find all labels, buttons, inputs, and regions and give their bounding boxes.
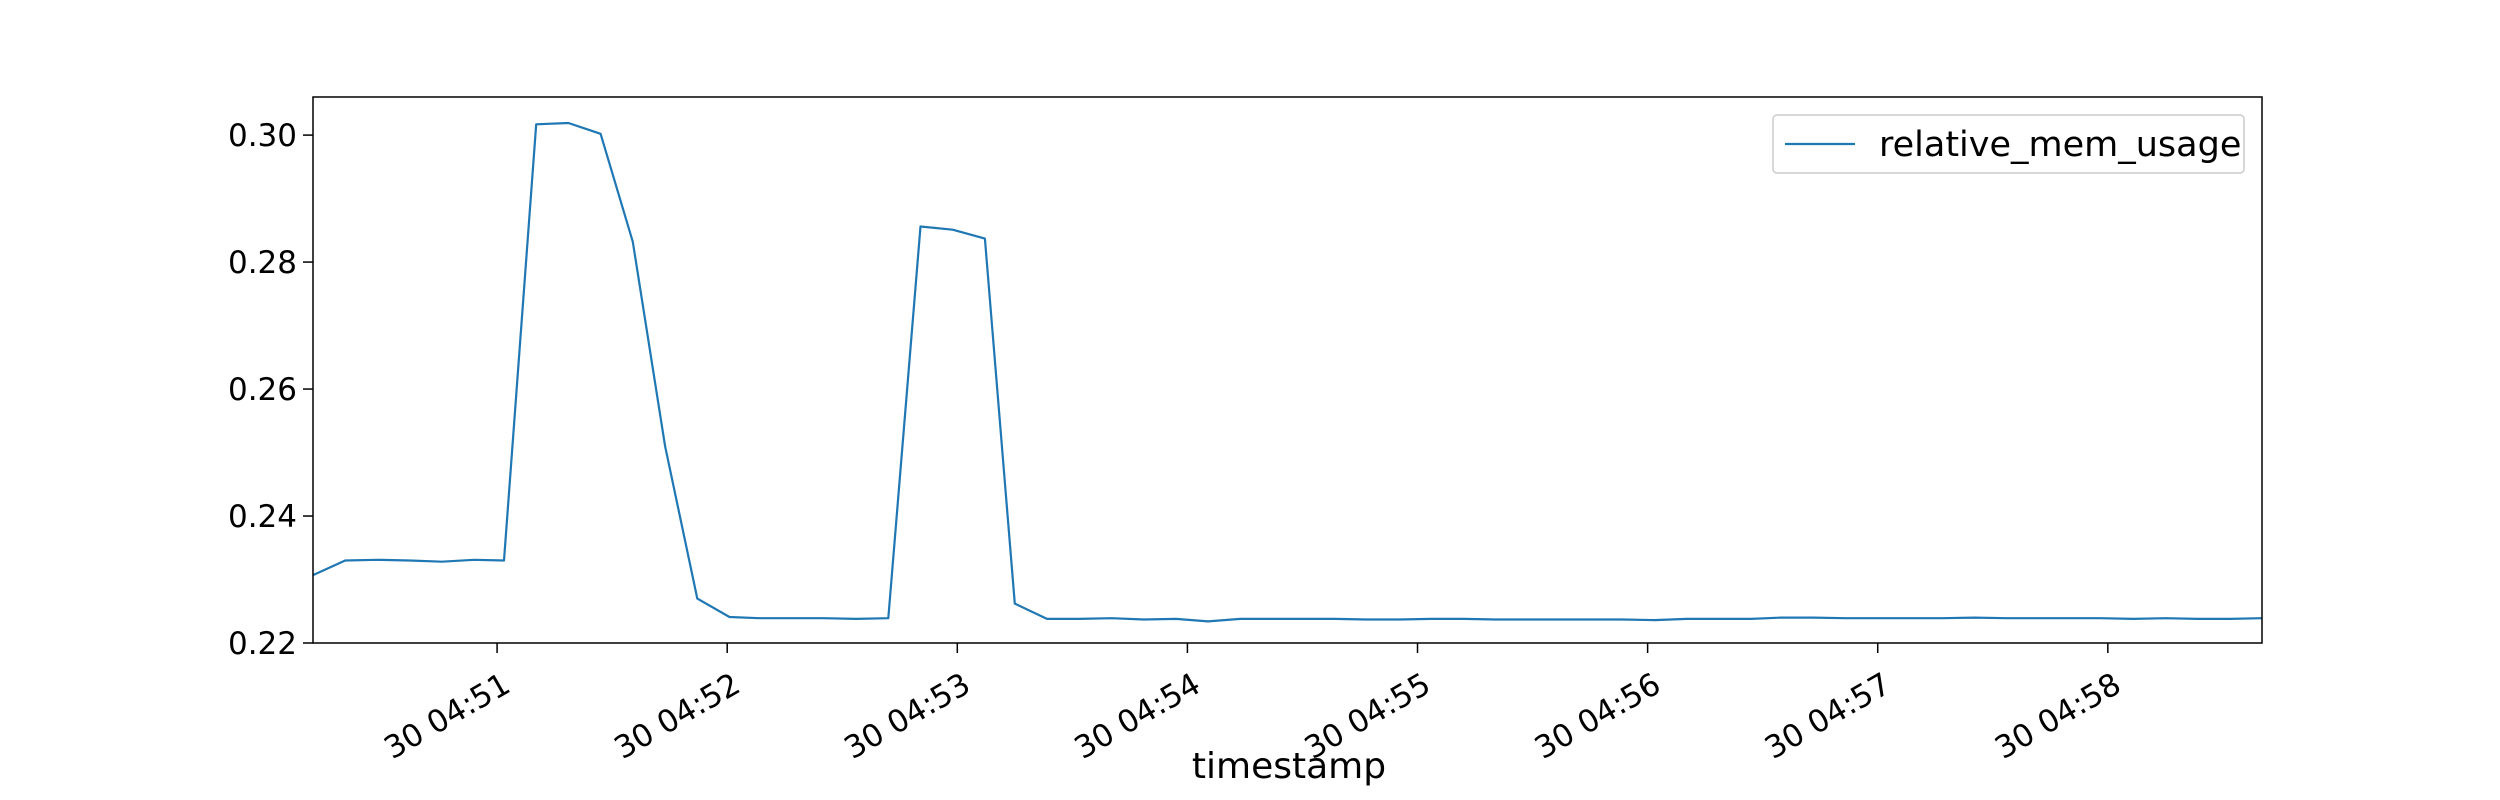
y-tick-label: 0.28 [228, 245, 297, 281]
legend: relative_mem_usage [1772, 114, 2245, 174]
series-line-0 [312, 121, 2263, 623]
y-axis: 0.22 0.24 0.26 0.28 0.30 [228, 118, 313, 662]
legend-label: relative_mem_usage [1879, 125, 2241, 165]
y-tick-label: 0.30 [228, 118, 297, 154]
y-tick-label: 0.26 [228, 372, 297, 408]
y-tick-label: 0.22 [228, 626, 297, 662]
plot-area [312, 96, 2263, 644]
legend-box [1772, 114, 2245, 174]
axes-frame [312, 96, 2263, 644]
x-axis-label: timestamp [1192, 746, 1386, 787]
y-tick-label: 0.24 [228, 499, 297, 535]
